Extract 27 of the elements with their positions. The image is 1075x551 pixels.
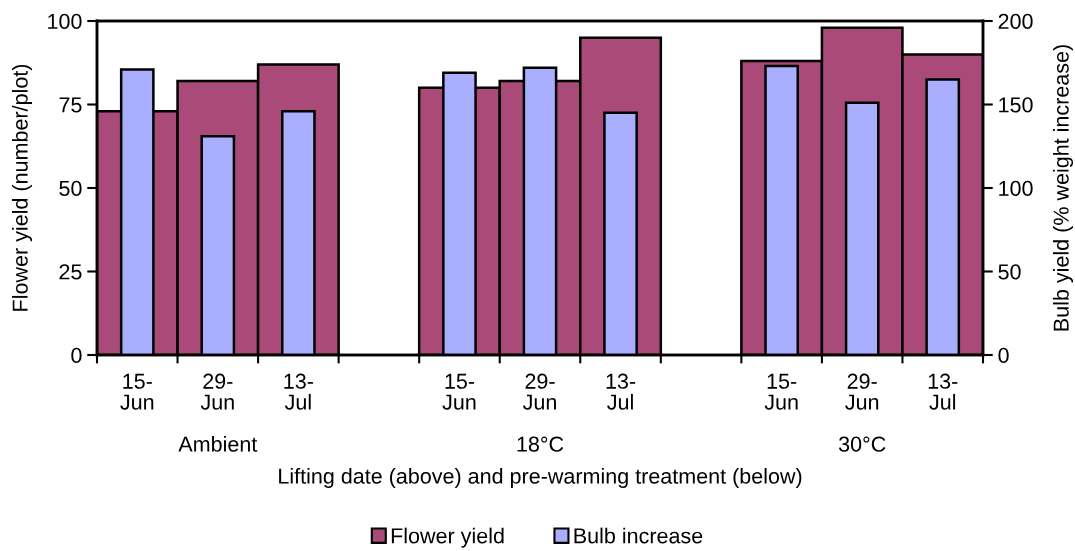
legend-label: Flower yield <box>391 527 504 548</box>
y-tick-label: 100 <box>48 13 82 30</box>
text: Ambient <box>178 435 258 452</box>
text: 18°C <box>517 436 564 452</box>
y2-tick-label: 100 <box>999 180 1033 197</box>
y-tick-label: 0 <box>71 347 82 364</box>
x-axis-title: Lifting date (above) and pre-warming treatment (below) <box>279 467 802 489</box>
x-tick-label: 29- Jun <box>200 373 234 410</box>
x-tick-label: 15- Jun <box>442 373 476 410</box>
x-tick-label: 13- Jul <box>606 373 636 410</box>
x-tick-label: 15- Jun <box>764 373 798 410</box>
y-tick-label: 25 <box>59 264 82 280</box>
y-tick-label: 50 <box>59 180 82 197</box>
y2-tick-label: 200 <box>998 13 1033 30</box>
y-axis-title: Flower yield (number/plot) <box>11 64 33 311</box>
x-tick-label: 13- Jul <box>928 373 958 410</box>
y-tick-label: 75 <box>59 97 82 113</box>
x-tick-label: 29- Jun <box>522 373 556 410</box>
y2-tick-label: 0 <box>998 347 1009 364</box>
x-tick-label: 29- Jun <box>845 373 879 410</box>
text: 30°C <box>838 436 886 452</box>
y2-axis-title: Bulb yield (% weight increase) <box>1052 45 1074 331</box>
y2-tick-label: 50 <box>998 264 1021 280</box>
x-tick-label: 15- Jun <box>120 373 154 410</box>
legend-label: Bulb increase <box>574 527 703 544</box>
y2-tick-label: 150 <box>999 97 1033 113</box>
x-tick-label: 13- Jul <box>284 373 313 410</box>
